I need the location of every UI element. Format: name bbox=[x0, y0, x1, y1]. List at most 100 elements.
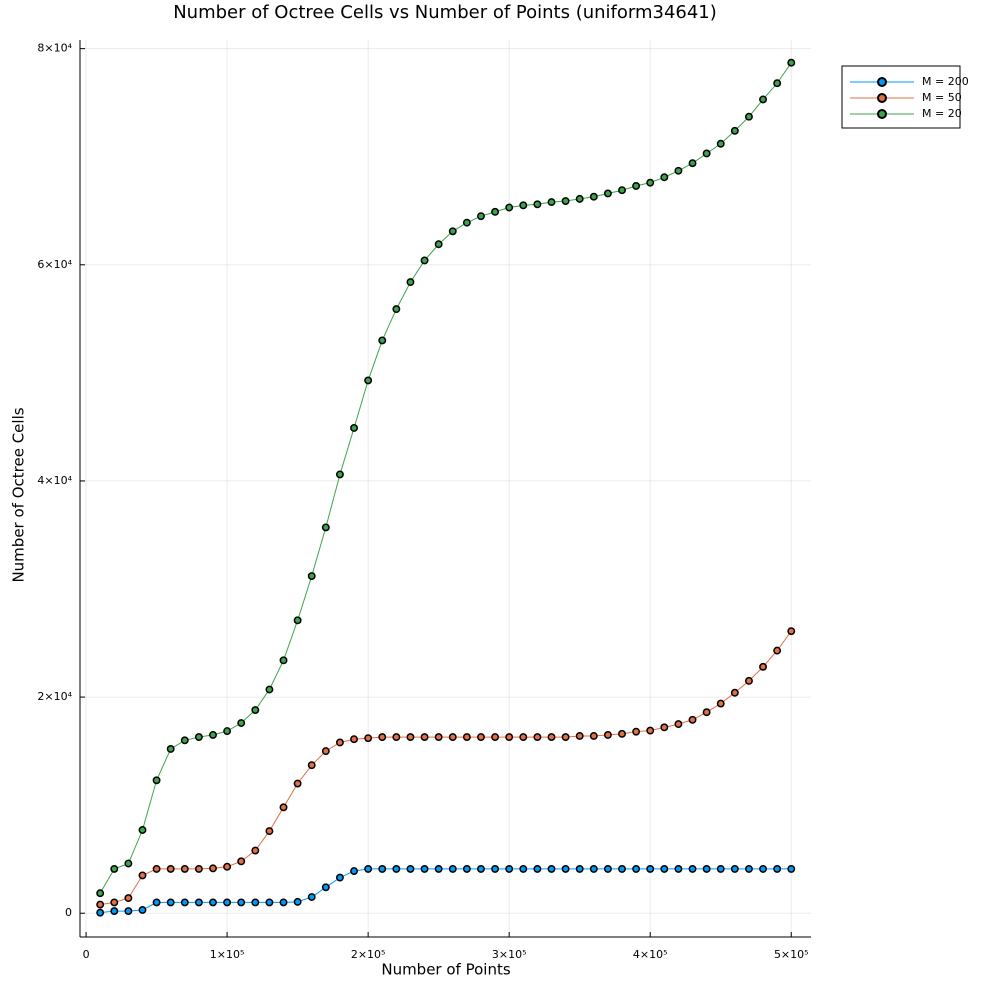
data-point bbox=[96, 889, 105, 898]
data-point bbox=[406, 733, 415, 742]
data-point bbox=[547, 733, 556, 742]
data-point bbox=[773, 864, 782, 873]
data-point bbox=[209, 898, 217, 907]
data-point bbox=[589, 732, 598, 740]
data-point bbox=[293, 779, 302, 788]
data-point bbox=[575, 732, 584, 740]
data-point bbox=[265, 827, 274, 836]
data-point bbox=[350, 735, 358, 744]
data-point bbox=[420, 256, 429, 265]
data-point bbox=[194, 898, 203, 907]
series-line bbox=[100, 868, 792, 914]
y-tick-label: 8×10⁴ bbox=[37, 42, 72, 55]
data-point bbox=[787, 58, 796, 67]
data-point bbox=[223, 862, 232, 871]
data-point bbox=[307, 572, 316, 580]
data-point bbox=[730, 126, 739, 135]
data-point bbox=[519, 201, 528, 210]
data-point bbox=[237, 898, 246, 907]
legend-marker bbox=[877, 93, 887, 103]
data-point bbox=[533, 864, 542, 873]
data-point bbox=[759, 95, 767, 104]
data-point bbox=[237, 857, 246, 866]
data-point bbox=[307, 893, 316, 901]
data-point bbox=[603, 189, 612, 198]
y-tick-label: 2×10⁴ bbox=[37, 690, 72, 703]
data-point bbox=[589, 192, 598, 201]
data-point bbox=[674, 720, 683, 729]
x-tick-label: 0 bbox=[83, 948, 90, 961]
data-point bbox=[448, 227, 457, 236]
data-point bbox=[209, 730, 217, 739]
data-point bbox=[180, 736, 189, 745]
data-point bbox=[392, 864, 401, 873]
data-point bbox=[152, 898, 161, 907]
data-point bbox=[632, 727, 641, 736]
data-point bbox=[251, 706, 260, 714]
data-point bbox=[618, 186, 626, 195]
data-point bbox=[491, 207, 500, 216]
data-point bbox=[632, 181, 641, 190]
data-point bbox=[561, 864, 570, 873]
data-point bbox=[364, 864, 373, 873]
data-point bbox=[660, 864, 669, 873]
x-tick-label: 2×10⁵ bbox=[351, 948, 386, 961]
series-line bbox=[99, 62, 792, 894]
data-point bbox=[378, 733, 387, 742]
data-point bbox=[293, 897, 302, 906]
data-point bbox=[138, 826, 147, 834]
data-point bbox=[138, 871, 147, 880]
y-tick-label: 0 bbox=[65, 906, 72, 919]
data-point bbox=[392, 733, 401, 742]
data-point bbox=[688, 159, 697, 168]
data-point bbox=[223, 727, 232, 736]
data-point bbox=[335, 873, 344, 882]
data-point bbox=[646, 726, 655, 735]
data-point bbox=[251, 898, 260, 907]
data-point bbox=[702, 149, 711, 158]
chart-title: Number of Octree Cells vs Number of Poin… bbox=[173, 2, 717, 23]
data-point bbox=[279, 656, 288, 665]
data-point bbox=[279, 803, 288, 812]
data-point bbox=[660, 723, 669, 732]
data-point bbox=[166, 864, 175, 873]
data-point bbox=[603, 730, 612, 739]
data-point bbox=[547, 198, 556, 207]
data-point bbox=[209, 864, 217, 873]
data-point bbox=[110, 898, 119, 907]
data-point bbox=[618, 864, 626, 873]
data-point bbox=[434, 733, 443, 742]
data-point bbox=[180, 864, 189, 873]
data-point bbox=[561, 197, 570, 205]
data-point bbox=[462, 218, 471, 227]
data-point bbox=[744, 864, 753, 873]
data-point bbox=[406, 278, 415, 287]
data-point bbox=[152, 864, 161, 873]
data-point bbox=[406, 864, 415, 873]
data-point bbox=[420, 864, 429, 873]
data-point bbox=[265, 685, 274, 694]
data-point bbox=[773, 646, 782, 655]
data-point bbox=[674, 166, 683, 175]
data-point bbox=[505, 864, 514, 873]
data-point bbox=[350, 867, 358, 876]
data-point bbox=[547, 864, 556, 873]
data-point bbox=[307, 761, 316, 770]
data-point bbox=[477, 212, 485, 221]
y-tick-label: 6×10⁴ bbox=[37, 258, 72, 271]
legend-label: M = 50 bbox=[922, 91, 962, 104]
data-point bbox=[251, 846, 260, 855]
data-point bbox=[378, 864, 387, 873]
data-point bbox=[646, 864, 655, 873]
data-point bbox=[110, 907, 119, 916]
data-point bbox=[533, 200, 542, 209]
data-point bbox=[632, 864, 641, 873]
data-point bbox=[561, 733, 570, 742]
y-axis-label: Number of Octree Cells bbox=[10, 407, 28, 582]
data-point bbox=[618, 729, 626, 738]
data-point bbox=[505, 203, 514, 212]
data-point bbox=[434, 240, 443, 249]
data-point bbox=[674, 864, 683, 873]
data-point bbox=[519, 733, 528, 742]
data-point bbox=[702, 708, 711, 717]
